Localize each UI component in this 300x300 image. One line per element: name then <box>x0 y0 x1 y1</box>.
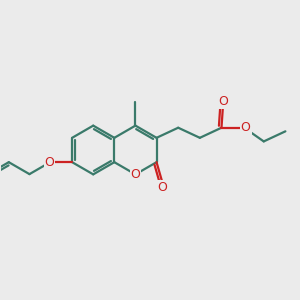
Text: O: O <box>130 168 140 181</box>
Text: O: O <box>218 94 228 107</box>
Text: O: O <box>158 181 167 194</box>
Text: O: O <box>45 156 55 169</box>
Text: O: O <box>241 121 250 134</box>
